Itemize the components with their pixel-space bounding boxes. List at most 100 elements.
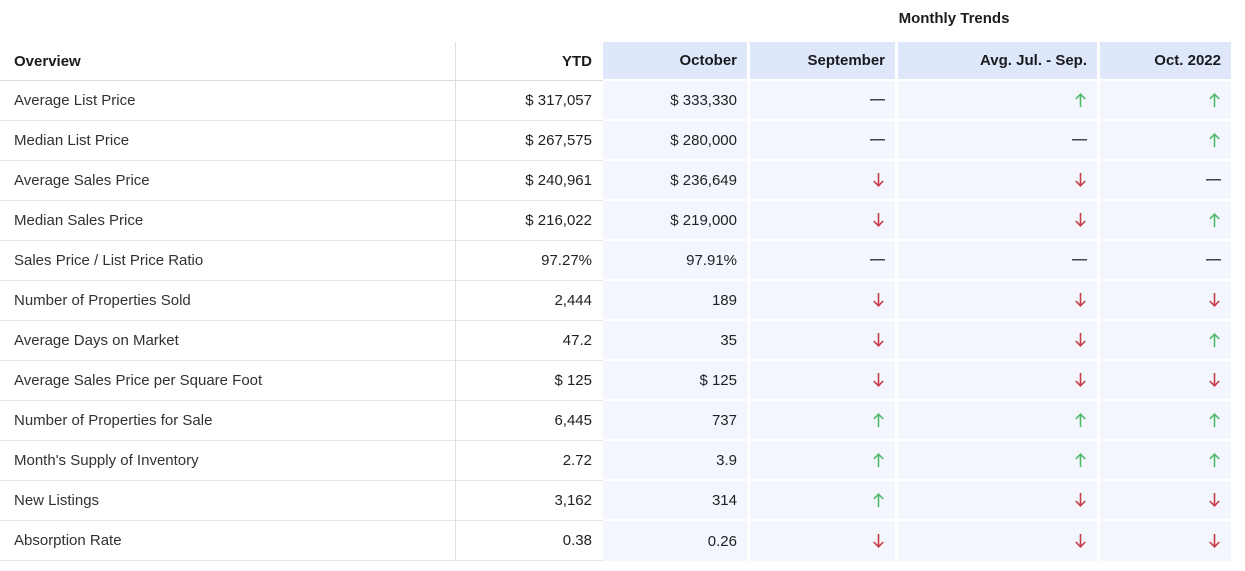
- table-row: Sales Price / List Price Ratio 97.27% 97.9…: [0, 241, 1231, 281]
- trend-down-icon: [1075, 534, 1086, 548]
- trend-up-icon: [873, 413, 884, 427]
- table-row: Average Sales Price per Square Foot $ 125…: [0, 361, 1231, 401]
- row-label: New Listings: [0, 481, 456, 521]
- table-row: New Listings 3,162 314: [0, 481, 1231, 521]
- avg-jul-sep-trend: [898, 521, 1097, 561]
- october-value: 737: [603, 401, 747, 441]
- trend-flat-icon: —: [1072, 130, 1087, 148]
- row-label: Number of Properties for Sale: [0, 401, 456, 441]
- avg-jul-sep-trend: [898, 161, 1097, 201]
- avg-jul-sep-trend: [898, 201, 1097, 241]
- table-header-row: Overview YTD October September Avg. Jul.…: [0, 42, 1231, 81]
- ytd-value: $ 125: [456, 361, 603, 401]
- table-row: Average Days on Market 47.2 35: [0, 321, 1231, 361]
- september-trend: [750, 361, 895, 401]
- row-label: Average Days on Market: [0, 321, 456, 361]
- column-header-avg-jul-sep: Avg. Jul. - Sep.: [898, 42, 1097, 81]
- september-trend: [750, 201, 895, 241]
- trend-down-icon: [1209, 293, 1220, 307]
- table-row: Average List Price $ 317,057 $ 333,330 —: [0, 81, 1231, 121]
- avg-jul-sep-trend: [898, 321, 1097, 361]
- trend-flat-icon: —: [1072, 250, 1087, 268]
- avg-jul-sep-trend: [898, 281, 1097, 321]
- avg-jul-sep-trend: [898, 81, 1097, 121]
- october-value: $ 219,000: [603, 201, 747, 241]
- trend-down-icon: [873, 534, 884, 548]
- oct-2022-trend: [1100, 201, 1231, 241]
- trend-down-icon: [873, 373, 884, 387]
- row-label: Median Sales Price: [0, 201, 456, 241]
- table-row: Median Sales Price $ 216,022 $ 219,000: [0, 201, 1231, 241]
- avg-jul-sep-trend: —: [898, 121, 1097, 161]
- trend-up-icon: [1209, 413, 1220, 427]
- table-row: Average Sales Price $ 240,961 $ 236,649 —: [0, 161, 1231, 201]
- oct-2022-trend: —: [1100, 241, 1231, 281]
- trend-flat-icon: —: [870, 90, 885, 108]
- table-row: Median List Price $ 267,575 $ 280,000 — —: [0, 121, 1231, 161]
- monthly-trends-title: Monthly Trends: [898, 10, 1010, 27]
- september-trend: [750, 161, 895, 201]
- trend-up-icon: [1209, 453, 1220, 467]
- column-header-overview: Overview: [0, 42, 456, 81]
- october-value: 35: [603, 321, 747, 361]
- trend-down-icon: [1209, 373, 1220, 387]
- ytd-value: 97.27%: [456, 241, 603, 281]
- trend-up-icon: [1075, 93, 1086, 107]
- september-trend: [750, 401, 895, 441]
- october-value: 314: [603, 481, 747, 521]
- oct-2022-trend: [1100, 321, 1231, 361]
- september-trend: —: [750, 241, 895, 281]
- oct-2022-trend: [1100, 481, 1231, 521]
- avg-jul-sep-trend: —: [898, 241, 1097, 281]
- trend-up-icon: [1075, 453, 1086, 467]
- trend-down-icon: [1075, 333, 1086, 347]
- trend-down-icon: [1075, 493, 1086, 507]
- september-trend: [750, 281, 895, 321]
- avg-jul-sep-trend: [898, 361, 1097, 401]
- ytd-value: $ 240,961: [456, 161, 603, 201]
- ytd-value: $ 216,022: [456, 201, 603, 241]
- oct-2022-trend: [1100, 361, 1231, 401]
- avg-jul-sep-trend: [898, 441, 1097, 481]
- row-label: Average List Price: [0, 81, 456, 121]
- september-trend: [750, 521, 895, 561]
- trend-flat-icon: —: [1206, 170, 1221, 188]
- ytd-value: 47.2: [456, 321, 603, 361]
- column-header-oct-2022: Oct. 2022: [1100, 42, 1231, 81]
- october-value: $ 333,330: [603, 81, 747, 121]
- table-row: Number of Properties for Sale 6,445 737: [0, 401, 1231, 441]
- trend-down-icon: [1209, 493, 1220, 507]
- ytd-value: $ 267,575: [456, 121, 603, 161]
- september-trend: [750, 321, 895, 361]
- trend-down-icon: [873, 173, 884, 187]
- trend-flat-icon: —: [1206, 250, 1221, 268]
- ytd-value: 6,445: [456, 401, 603, 441]
- column-header-october: October: [603, 42, 747, 81]
- trend-up-icon: [1075, 413, 1086, 427]
- column-header-september: September: [750, 42, 895, 81]
- october-value: 0.26: [603, 521, 747, 561]
- table-body: Average List Price $ 317,057 $ 333,330— Med…: [0, 81, 1231, 561]
- table-row: Absorption Rate 0.38 0.26: [0, 521, 1231, 561]
- september-trend: —: [750, 81, 895, 121]
- trend-up-icon: [1209, 133, 1220, 147]
- oct-2022-trend: [1100, 81, 1231, 121]
- october-value: 97.91%: [603, 241, 747, 281]
- september-trend: [750, 481, 895, 521]
- trend-down-icon: [1209, 534, 1220, 548]
- table-row: Month's Supply of Inventory 2.72 3.9: [0, 441, 1231, 481]
- trend-up-icon: [1209, 213, 1220, 227]
- row-label: Average Sales Price: [0, 161, 456, 201]
- trend-up-icon: [1209, 93, 1220, 107]
- oct-2022-trend: —: [1100, 161, 1231, 201]
- market-stats-table: Overview YTD October September Avg. Jul.…: [0, 42, 1231, 561]
- row-label: Absorption Rate: [0, 521, 456, 561]
- october-value: 3.9: [603, 441, 747, 481]
- trend-up-icon: [873, 453, 884, 467]
- row-label: Number of Properties Sold: [0, 281, 456, 321]
- ytd-value: 2,444: [456, 281, 603, 321]
- ytd-value: 2.72: [456, 441, 603, 481]
- row-label: Sales Price / List Price Ratio: [0, 241, 456, 281]
- trend-flat-icon: —: [870, 130, 885, 148]
- october-value: $ 280,000: [603, 121, 747, 161]
